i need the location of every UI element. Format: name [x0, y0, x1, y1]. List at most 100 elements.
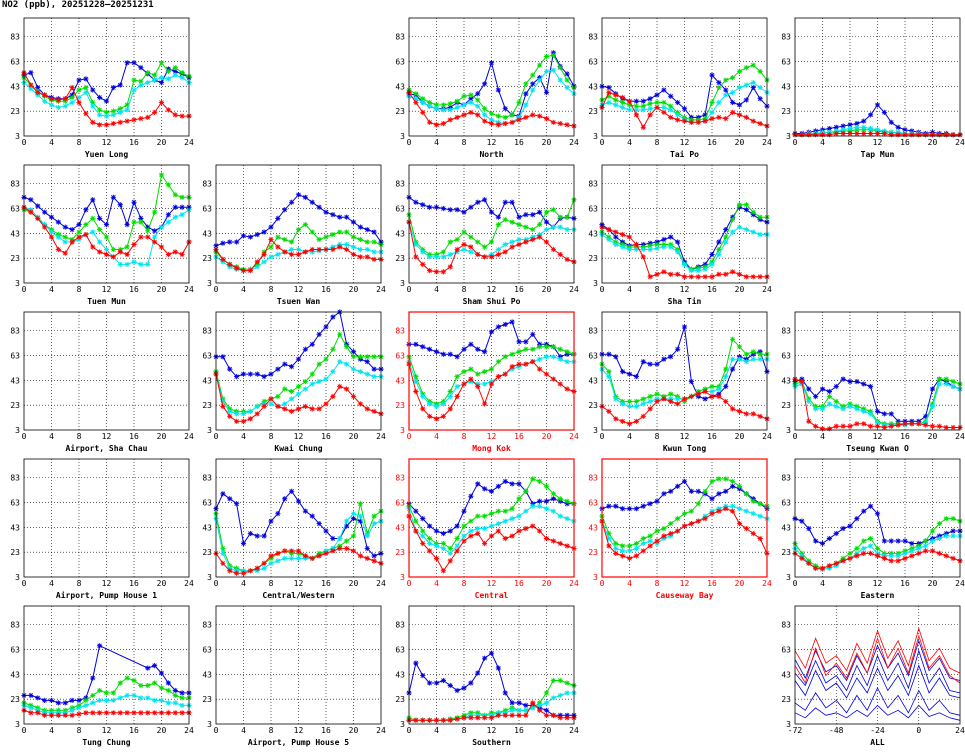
data-point: [427, 346, 433, 352]
data-point: [97, 710, 103, 716]
data-point: [35, 695, 41, 701]
data-point: [344, 214, 350, 220]
data-point: [316, 553, 322, 559]
data-point: [530, 72, 536, 78]
x-tick-label: 20: [542, 138, 552, 147]
y-tick-label: 63: [588, 498, 598, 507]
x-tick-label: 16: [514, 726, 524, 735]
data-point: [35, 710, 41, 716]
data-point: [350, 244, 357, 250]
data-point: [461, 533, 467, 539]
data-point: [730, 229, 736, 235]
data-point: [468, 244, 474, 250]
data-point: [268, 401, 274, 407]
data-point: [661, 87, 667, 93]
data-point: [440, 530, 446, 537]
data-point: [28, 82, 34, 88]
data-point: [158, 75, 165, 81]
x-tick-label: 16: [514, 432, 524, 441]
y-tick-label: 23: [588, 401, 598, 410]
data-point: [730, 483, 736, 489]
data-point: [371, 408, 377, 414]
y-tick-label: 23: [395, 254, 405, 263]
data-point: [868, 130, 874, 137]
data-point: [97, 687, 103, 694]
data-point: [427, 103, 433, 109]
data-point: [350, 548, 357, 554]
data-point: [840, 525, 846, 532]
data-point: [502, 217, 508, 223]
data-point: [152, 663, 158, 669]
data-point: [640, 124, 646, 130]
data-point: [929, 423, 936, 429]
data-point: [172, 68, 178, 75]
data-point: [371, 373, 377, 380]
data-point: [179, 710, 185, 716]
data-point: [420, 96, 426, 102]
data-point: [702, 488, 708, 494]
data-point: [730, 99, 736, 106]
data-point: [371, 520, 377, 527]
data-point: [661, 99, 667, 106]
x-tick-label: 20: [735, 432, 745, 441]
data-point: [42, 224, 48, 230]
data-point: [681, 274, 688, 280]
data-point: [316, 236, 322, 243]
data-point: [723, 77, 729, 83]
data-point: [557, 251, 563, 258]
series-red: [406, 513, 577, 574]
data-point: [282, 236, 288, 243]
data-point: [557, 715, 563, 721]
data-point: [819, 565, 826, 571]
data-point: [55, 219, 61, 225]
data-point: [502, 249, 508, 255]
data-point: [854, 378, 860, 385]
data-point: [482, 381, 488, 387]
data-point: [364, 226, 370, 233]
data-point: [165, 680, 171, 686]
data-point: [688, 267, 694, 274]
panel-frame: [23, 17, 190, 137]
data-point: [172, 72, 178, 78]
y-tick-label: 23: [202, 695, 212, 704]
data-point: [502, 371, 508, 377]
series-blue: [599, 324, 770, 402]
station-label: Eastern: [861, 591, 895, 600]
data-point: [124, 222, 130, 228]
data-point: [799, 518, 805, 524]
data-point: [640, 548, 646, 554]
data-point: [923, 543, 929, 549]
data-point: [76, 229, 82, 235]
data-point: [323, 401, 329, 407]
data-point: [640, 535, 646, 542]
data-point: [117, 202, 123, 208]
data-point: [606, 236, 612, 243]
x-tick-label: 4: [627, 285, 632, 294]
data-point: [69, 707, 75, 713]
data-point: [165, 212, 171, 218]
data-point: [488, 117, 495, 123]
data-point: [716, 239, 722, 245]
data-point: [537, 344, 543, 350]
y-tick-label: 23: [202, 401, 212, 410]
data-point: [633, 398, 639, 405]
x-tick-label: 12: [873, 432, 883, 441]
data-point: [48, 96, 55, 102]
data-point: [736, 506, 743, 512]
data-point: [613, 354, 619, 360]
data-point: [461, 538, 467, 544]
data-point: [716, 491, 722, 497]
data-point: [289, 199, 295, 205]
data-point: [427, 413, 433, 419]
data-point: [282, 207, 288, 213]
data-point: [117, 710, 123, 716]
data-point: [564, 386, 570, 392]
data-point: [371, 558, 377, 564]
data-point: [454, 716, 460, 722]
data-point: [138, 219, 144, 225]
data-point: [613, 92, 619, 98]
data-point: [124, 251, 130, 258]
data-point: [881, 130, 887, 137]
data-point: [90, 215, 96, 222]
